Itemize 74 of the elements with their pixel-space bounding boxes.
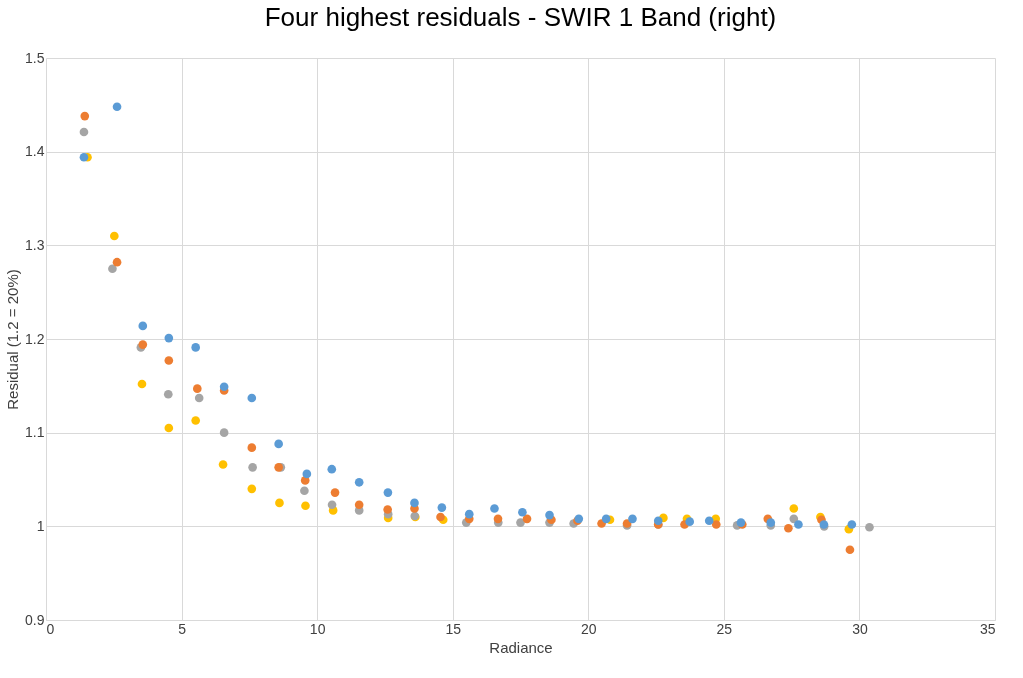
point <box>194 393 204 403</box>
point <box>191 343 200 352</box>
point <box>247 484 257 494</box>
point <box>545 510 554 520</box>
y-tick-label: 1.3 <box>25 236 45 253</box>
y-tick-label: 0.9 <box>25 611 45 628</box>
point <box>137 379 147 389</box>
point <box>847 520 857 529</box>
point <box>138 321 148 331</box>
point <box>302 469 312 479</box>
point <box>704 516 714 526</box>
point <box>653 516 663 526</box>
point <box>628 514 637 524</box>
x-tick-label: 0 <box>46 620 55 637</box>
y-tick-label: 1.5 <box>25 49 45 66</box>
x-tick-label: 20 <box>581 620 597 637</box>
point <box>164 333 174 343</box>
point <box>522 514 532 524</box>
point <box>247 443 257 452</box>
point <box>192 384 202 393</box>
point <box>383 488 393 497</box>
point <box>330 488 340 497</box>
point <box>518 507 527 517</box>
point <box>516 518 525 527</box>
point <box>110 231 119 241</box>
x-tick-label: 35 <box>979 620 996 637</box>
point <box>327 500 337 510</box>
point <box>865 522 874 532</box>
point <box>464 509 474 519</box>
point <box>219 428 229 437</box>
point <box>437 503 447 512</box>
point <box>410 498 419 508</box>
point <box>79 152 89 162</box>
y-axis-title: Residual (1.2 = 20%) <box>4 269 22 410</box>
point <box>275 498 284 508</box>
point <box>601 514 611 524</box>
y-tick-label: 1.1 <box>25 424 45 441</box>
point <box>789 504 799 513</box>
point <box>219 382 229 392</box>
point <box>274 439 283 449</box>
x-tick-label: 5 <box>178 620 187 637</box>
point <box>248 463 257 472</box>
point <box>301 501 310 511</box>
point <box>354 477 364 487</box>
point <box>490 504 499 513</box>
point <box>80 111 90 121</box>
point <box>164 423 174 433</box>
y-tick-label: 1.4 <box>25 143 45 160</box>
point <box>845 545 855 555</box>
point <box>247 393 257 403</box>
point <box>218 460 228 469</box>
point <box>163 389 173 399</box>
x-tick-label: 10 <box>309 620 326 637</box>
point <box>493 514 503 524</box>
point <box>112 102 122 112</box>
point <box>784 523 793 533</box>
point <box>711 520 721 529</box>
y-tick-label: 1 <box>36 517 45 534</box>
x-tick-label: 15 <box>445 620 462 637</box>
point <box>327 464 337 474</box>
point <box>79 127 89 137</box>
point <box>191 416 200 425</box>
x-tick-label: 25 <box>716 620 733 637</box>
point <box>794 520 803 529</box>
point <box>112 257 122 267</box>
point <box>300 486 309 496</box>
chart-title: Four highest residuals - SWIR 1 Band (right) <box>264 2 777 32</box>
point <box>164 356 174 365</box>
x-tick-label: 30 <box>852 620 868 637</box>
point <box>383 505 392 514</box>
point <box>108 264 117 274</box>
y-tick-label: 1.2 <box>25 330 45 347</box>
x-axis-title: Radiance <box>489 638 553 656</box>
point <box>354 500 364 510</box>
